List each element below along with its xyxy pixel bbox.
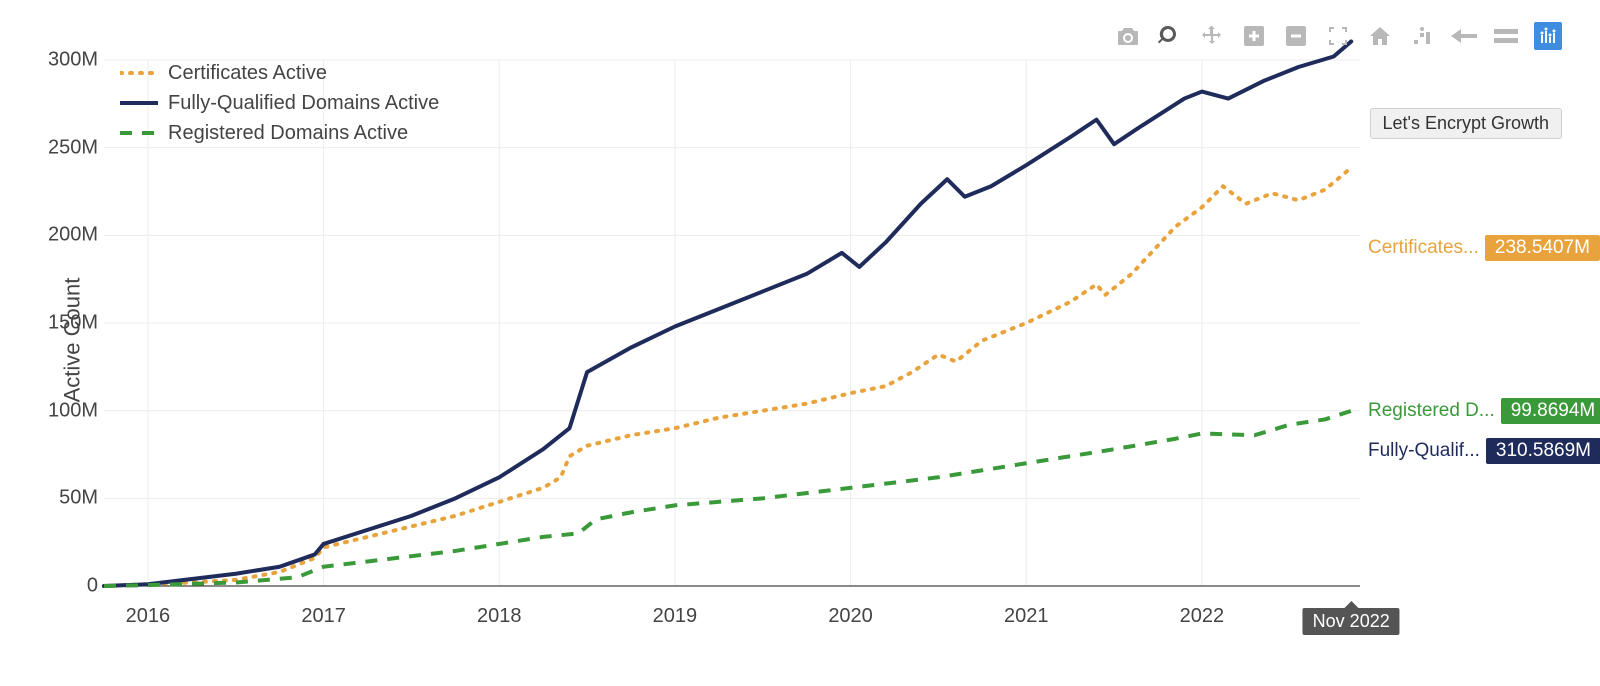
home-icon[interactable] — [1366, 22, 1394, 50]
chart-title-tooltip: Let's Encrypt Growth — [1370, 108, 1563, 139]
legend-item-certificates[interactable]: Certificates Active — [120, 58, 439, 88]
autoscale-icon[interactable] — [1324, 22, 1352, 50]
back-icon[interactable] — [1450, 22, 1478, 50]
legend: Certificates Active Fully-Qualified Doma… — [120, 58, 439, 148]
spike-icon[interactable] — [1408, 22, 1436, 50]
x-tick-label: 2018 — [477, 605, 522, 628]
series-end-value-badge: 310.5869M — [1486, 438, 1600, 464]
zoom-icon[interactable] — [1156, 22, 1184, 50]
zoom-in-icon[interactable] — [1240, 22, 1268, 50]
series-end-label: Fully-Qualif... — [1368, 440, 1480, 462]
series-end-label: Certificates... — [1368, 237, 1479, 259]
x-tick-label: 2021 — [1004, 605, 1049, 628]
legend-label: Certificates Active — [168, 58, 327, 88]
y-axis-title: Active Count — [59, 278, 85, 403]
legend-swatch-registered — [120, 123, 158, 143]
series-end-registered: Registered D... 99.8694M — [1368, 398, 1600, 424]
y-tick-label: 100M — [18, 399, 98, 422]
series-line-certificates[interactable] — [104, 168, 1351, 586]
y-tick-label: 200M — [18, 224, 98, 247]
y-tick-label: 0 — [18, 575, 98, 598]
x-tick-label: 2020 — [828, 605, 873, 628]
legend-swatch-certificates — [120, 63, 158, 83]
pan-icon[interactable] — [1198, 22, 1226, 50]
series-end-fqdn: Fully-Qualif... 310.5869M — [1368, 438, 1600, 464]
hover-date-badge: Nov 2022 — [1303, 608, 1400, 635]
x-tick-label: 2017 — [301, 605, 346, 628]
y-tick-label: 250M — [18, 136, 98, 159]
toolbar — [1114, 22, 1562, 50]
compare-icon[interactable] — [1492, 22, 1520, 50]
series-end-value-badge: 238.5407M — [1485, 235, 1600, 261]
hover-date-text: Nov 2022 — [1313, 611, 1390, 631]
legend-item-fqdn[interactable]: Fully-Qualified Domains Active — [120, 88, 439, 118]
plotly-icon[interactable] — [1534, 22, 1562, 50]
y-tick-label: 300M — [18, 49, 98, 72]
legend-item-registered[interactable]: Registered Domains Active — [120, 118, 439, 148]
series-end-label: Registered D... — [1368, 400, 1495, 422]
legend-label: Registered Domains Active — [168, 118, 408, 148]
x-tick-label: 2016 — [126, 605, 171, 628]
x-tick-label: 2019 — [653, 605, 698, 628]
chart-container: Active Count 0 50M 100M 150M 200M 250M 300M 20… — [0, 0, 1600, 686]
series-end-certificates: Certificates... 238.5407M — [1368, 235, 1600, 261]
legend-label: Fully-Qualified Domains Active — [168, 88, 439, 118]
camera-icon[interactable] — [1114, 22, 1142, 50]
y-tick-label: 50M — [18, 487, 98, 510]
legend-swatch-fqdn — [120, 93, 158, 113]
x-tick-label: 2022 — [1180, 605, 1225, 628]
y-tick-label: 150M — [18, 312, 98, 335]
series-end-value-badge: 99.8694M — [1501, 398, 1600, 424]
zoom-out-icon[interactable] — [1282, 22, 1310, 50]
